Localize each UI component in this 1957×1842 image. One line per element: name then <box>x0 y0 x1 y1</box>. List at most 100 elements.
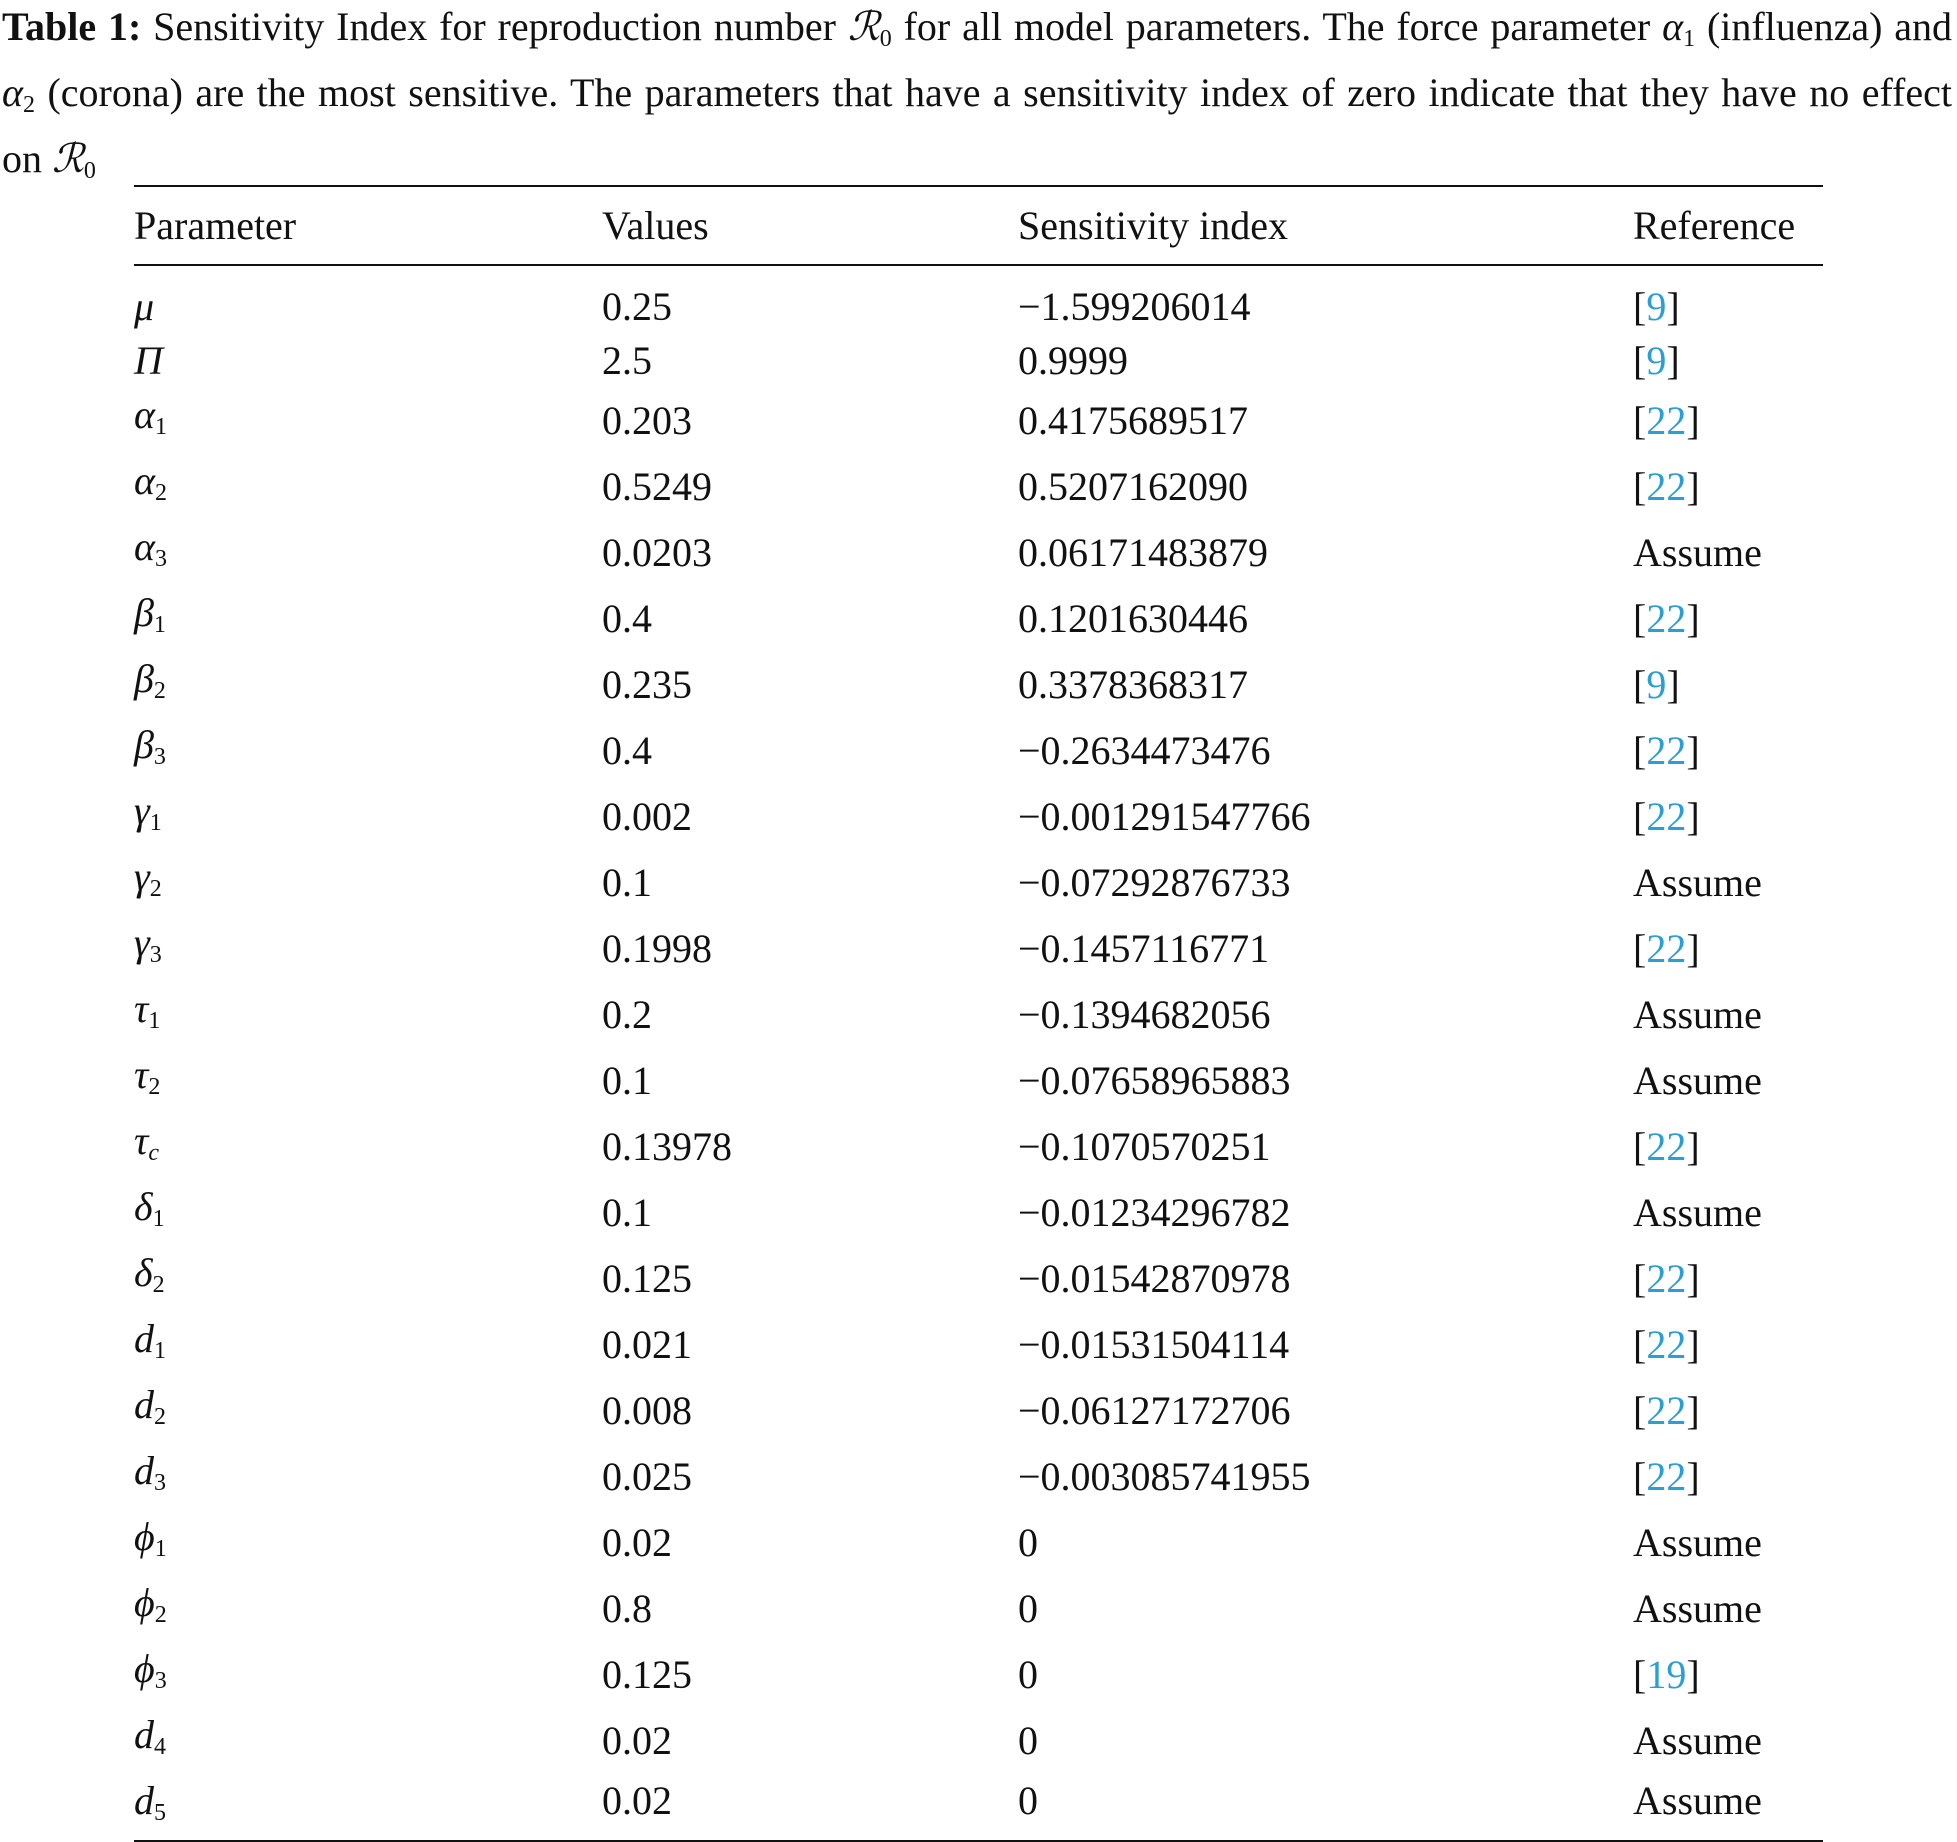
sensitivity: −0.01531504114 <box>1018 1322 1290 1368</box>
table-row: ϕ1 0.02 0 Assume <box>134 1510 1823 1576</box>
subscript: 4 <box>154 1734 166 1761</box>
symbol: γ <box>134 854 150 900</box>
table-row: β2 0.235 0.3378368317 [9] <box>134 652 1823 718</box>
reference: [9] <box>1633 662 1680 708</box>
reference-cell: [22] <box>1633 1444 1823 1510</box>
value-cell: 0.1 <box>602 1180 1018 1246</box>
reference: [22] <box>1633 728 1700 774</box>
symbol: ϕ <box>134 1646 155 1692</box>
value-cell: 0.125 <box>602 1246 1018 1312</box>
table-row: α3 0.0203 0.06171483879 Assume <box>134 520 1823 586</box>
symbol: τ <box>134 1118 149 1164</box>
value: 0.1 <box>602 1058 652 1104</box>
sensitivity: 0 <box>1018 1652 1038 1698</box>
page: {"caption": {"label": "Table 1:", "segme… <box>2 4 1953 1842</box>
value-cell: 0.02 <box>602 1774 1018 1842</box>
value: 0.125 <box>602 1256 692 1302</box>
sensitivity: −0.2634473476 <box>1018 728 1271 774</box>
sensitivity: −0.06127172706 <box>1018 1388 1291 1434</box>
sensitivity-cell: −0.003085741955 <box>1018 1444 1633 1510</box>
value: 0.125 <box>602 1652 692 1698</box>
sensitivity-cell: −0.07292876733 <box>1018 850 1633 916</box>
value-cell: 0.203 <box>602 388 1018 454</box>
sensitivity: 0.5207162090 <box>1018 464 1248 510</box>
reference-cell: [22] <box>1633 454 1823 520</box>
value: 0.02 <box>602 1778 672 1824</box>
value-cell: 0.125 <box>602 1642 1018 1708</box>
value-cell: 0.0203 <box>602 520 1018 586</box>
value: 2.5 <box>602 338 652 384</box>
value-cell: 0.4 <box>602 586 1018 652</box>
sensitivity: 0 <box>1018 1520 1038 1566</box>
subscript: 3 <box>155 546 167 573</box>
value-cell: 0.002 <box>602 784 1018 850</box>
symbol: d <box>134 1778 154 1824</box>
subscript: 3 <box>154 1668 167 1695</box>
reference-cell: Assume <box>1633 1510 1823 1576</box>
reference: Assume <box>1633 1520 1762 1566</box>
parameter-cell: α2 <box>134 454 602 520</box>
sensitivity-cell: 0 <box>1018 1642 1633 1708</box>
reference: [22] <box>1633 1388 1700 1434</box>
subscript: 1 <box>154 1536 167 1563</box>
parameter-cell: d3 <box>134 1444 602 1510</box>
reference-cell: [9] <box>1633 334 1823 388</box>
parameter-cell: γ2 <box>134 850 602 916</box>
reference-cell: Assume <box>1633 1708 1823 1774</box>
sensitivity: 0.06171483879 <box>1018 530 1268 576</box>
sensitivity-cell: 0.3378368317 <box>1018 652 1633 718</box>
symbol: γ <box>134 920 150 966</box>
reference-cell: [22] <box>1633 916 1823 982</box>
symbol: α <box>1662 4 1684 49</box>
parameter-cell: γ1 <box>134 784 602 850</box>
symbol: Π <box>134 338 163 384</box>
value: 0.25 <box>602 284 672 330</box>
reference-cell: [22] <box>1633 1312 1823 1378</box>
table-row: γ2 0.1 −0.07292876733 Assume <box>134 850 1823 916</box>
symbol: μ <box>134 284 155 330</box>
sensitivity: 0 <box>1018 1586 1038 1632</box>
subscript: 3 <box>154 1470 166 1497</box>
parameter-cell: γ3 <box>134 916 602 982</box>
value-cell: 0.2 <box>602 982 1018 1048</box>
table-row: ϕ3 0.125 0 [19] <box>134 1642 1823 1708</box>
reference-cell: Assume <box>1633 1180 1823 1246</box>
reference-cell: Assume <box>1633 1774 1823 1842</box>
reference-cell: [22] <box>1633 718 1823 784</box>
symbol: d <box>134 1316 154 1362</box>
sensitivity-cell: −0.1457116771 <box>1018 916 1633 982</box>
reference: [9] <box>1633 284 1680 330</box>
reference: Assume <box>1633 1058 1762 1104</box>
table-row: μ 0.25 −1.599206014 [9] <box>134 265 1823 334</box>
reference: [22] <box>1633 398 1700 444</box>
reference: Assume <box>1633 1190 1762 1236</box>
reference: Assume <box>1633 1778 1762 1824</box>
value: 0.13978 <box>602 1124 732 1170</box>
table-row: γ3 0.1998 −0.1457116771 [22] <box>134 916 1823 982</box>
parameter-cell: β3 <box>134 718 602 784</box>
sensitivity-cell: 0.5207162090 <box>1018 454 1633 520</box>
sensitivity: −0.1457116771 <box>1018 926 1270 972</box>
value: 0.002 <box>602 794 692 840</box>
sensitivity-cell: 0 <box>1018 1708 1633 1774</box>
value: 0.1 <box>602 860 652 906</box>
sensitivity-cell: −0.2634473476 <box>1018 718 1633 784</box>
sensitivity-cell: −0.1070570251 <box>1018 1114 1633 1180</box>
subscript: 5 <box>154 1800 166 1827</box>
symbol: d <box>134 1712 154 1758</box>
value-cell: 0.4 <box>602 718 1018 784</box>
table-row: d5 0.02 0 Assume <box>134 1774 1823 1842</box>
value-cell: 0.1998 <box>602 916 1018 982</box>
caption-label: Table 1: <box>2 4 142 49</box>
value-cell: 2.5 <box>602 334 1018 388</box>
reference: Assume <box>1633 1586 1762 1632</box>
table-row: α2 0.5249 0.5207162090 [22] <box>134 454 1823 520</box>
symbol: δ <box>134 1250 153 1296</box>
value: 0.4 <box>602 596 652 642</box>
sensitivity-cell: 0.06171483879 <box>1018 520 1633 586</box>
sensitivity: −0.01234296782 <box>1018 1190 1291 1236</box>
sensitivity: 0 <box>1018 1778 1038 1824</box>
header-row: Parameter Values Sensitivity index Referenc… <box>134 185 1823 266</box>
symbol: ϕ <box>134 1580 155 1626</box>
reference-cell: Assume <box>1633 982 1823 1048</box>
